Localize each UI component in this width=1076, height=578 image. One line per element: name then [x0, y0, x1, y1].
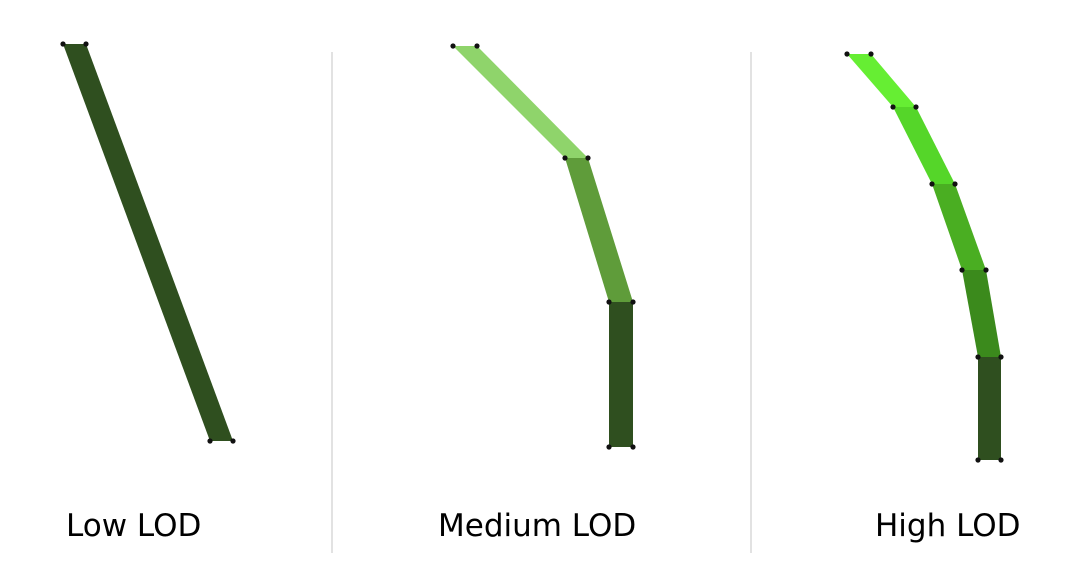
lod-label-low: Low LOD: [66, 508, 201, 544]
vertex-point: [959, 267, 965, 273]
vertex-point: [230, 438, 236, 444]
blade-segment: [893, 107, 955, 184]
lod-panel-high: High LOD: [844, 51, 1021, 544]
vertex-point: [83, 41, 89, 47]
vertex-point: [983, 267, 989, 273]
vertex-points: [450, 43, 636, 450]
vertex-point: [844, 51, 850, 57]
grass-blade-high: [847, 54, 1001, 460]
vertex-point: [975, 354, 981, 360]
vertex-point: [998, 354, 1004, 360]
lod-panel-low: Low LOD: [60, 41, 236, 544]
vertex-point: [474, 43, 480, 49]
vertex-points: [60, 41, 236, 444]
lod-panel-medium: Medium LOD: [438, 43, 636, 544]
vertex-point: [606, 444, 612, 450]
vertex-points: [844, 51, 1004, 463]
blade-segment: [63, 44, 233, 441]
vertex-point: [207, 438, 213, 444]
vertex-point: [998, 457, 1004, 463]
blade-segment: [847, 54, 916, 107]
vertex-point: [60, 41, 66, 47]
lod-label-high: High LOD: [875, 508, 1021, 544]
vertex-point: [975, 457, 981, 463]
vertex-point: [890, 104, 896, 110]
blade-segment: [962, 270, 1001, 357]
vertex-point: [562, 155, 568, 161]
lod-label-medium: Medium LOD: [438, 508, 636, 544]
vertex-point: [868, 51, 874, 57]
vertex-point: [952, 181, 958, 187]
blade-segment: [932, 184, 986, 270]
vertex-point: [929, 181, 935, 187]
blade-segment: [609, 302, 633, 447]
blade-segment: [565, 158, 633, 302]
vertex-point: [606, 299, 612, 305]
vertex-point: [450, 43, 456, 49]
vertex-point: [585, 155, 591, 161]
vertex-point: [630, 299, 636, 305]
grass-blade-low: [63, 44, 233, 441]
vertex-point: [913, 104, 919, 110]
blade-segment: [978, 357, 1001, 460]
grass-blade-medium: [453, 46, 633, 447]
vertex-point: [630, 444, 636, 450]
blade-segment: [453, 46, 588, 158]
